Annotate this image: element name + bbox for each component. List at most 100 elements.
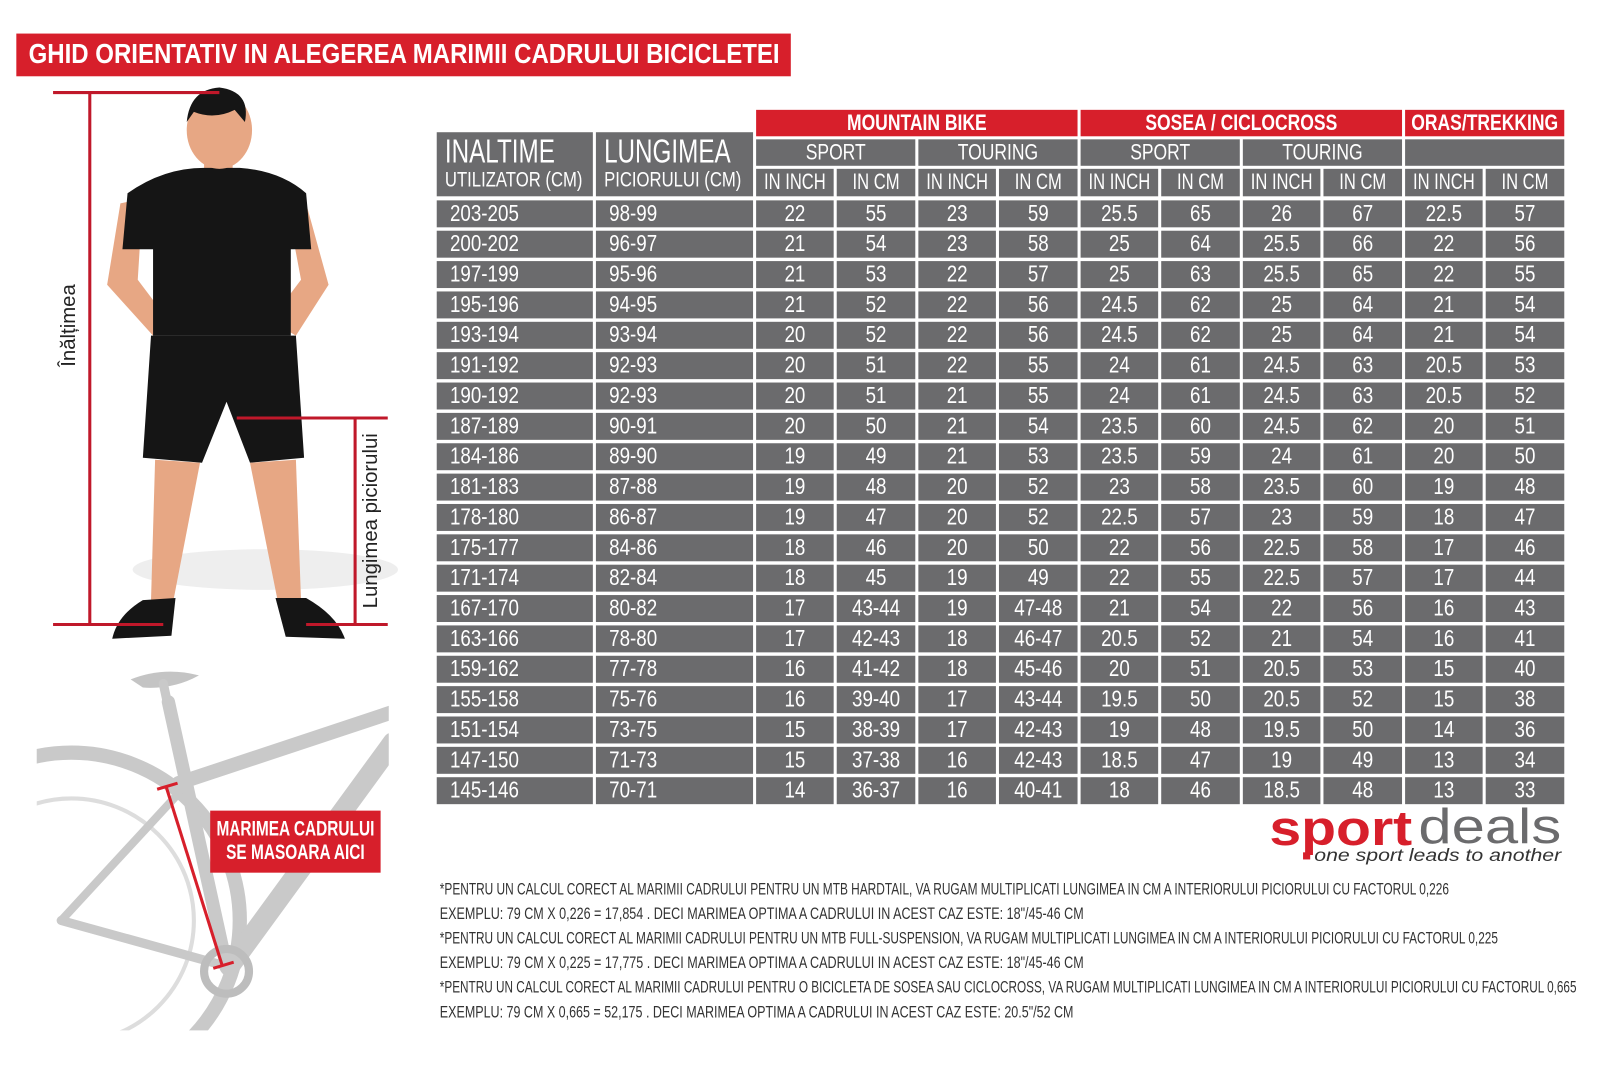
cell-text: 62: [1190, 292, 1211, 317]
cell-text: 19.5: [1263, 717, 1300, 742]
table-cell: [756, 686, 834, 714]
subgroup-header: [756, 139, 916, 166]
cell-text: 21: [947, 444, 968, 469]
table-cell: [998, 777, 1078, 805]
cell-text: 73-75: [609, 717, 657, 742]
table-cell: [1080, 321, 1159, 349]
table-cell: [1323, 321, 1403, 349]
table-cell: [1405, 655, 1483, 683]
cell-text: 62: [1190, 322, 1211, 347]
table-cell: [1242, 655, 1321, 683]
table-cell: [1242, 503, 1321, 531]
cell-text: 175-177: [450, 535, 519, 560]
row-header: [595, 132, 754, 197]
note: EXEMPLU: 79 CM X 0,226 = 17,854 . DECI M…: [440, 905, 1084, 923]
table-cell: [1080, 261, 1159, 289]
cell-text: 23.5: [1101, 444, 1138, 469]
cell-text: 20.5: [1263, 656, 1300, 681]
cell-text: 82-84: [609, 565, 657, 590]
table-cell: [1242, 412, 1321, 440]
cell-text: 20: [947, 474, 968, 499]
table-cell: [1080, 686, 1159, 714]
cell-text: 145-146: [450, 778, 519, 803]
unit-header: [1242, 168, 1321, 197]
cell-text: 17: [784, 626, 805, 651]
cell-text: 84-86: [609, 535, 657, 560]
cell-text: 16: [1433, 626, 1454, 651]
cell-text: 24.5: [1263, 383, 1300, 408]
cell-text: 23: [947, 201, 968, 226]
table-cell: [436, 321, 593, 349]
cell-text: 98-99: [609, 201, 657, 226]
table-cell: [1080, 534, 1159, 562]
table-cell: [998, 261, 1078, 289]
table-cell: [1161, 746, 1240, 774]
cell-text: 20.5: [1426, 353, 1463, 378]
logo-mark: [1303, 852, 1311, 860]
subgroup-header: [1080, 139, 1240, 166]
cell-text: 55: [866, 201, 887, 226]
row-header-title: LUNGIMEA: [604, 134, 731, 171]
table-cell: [1485, 230, 1565, 258]
unit-label: IN INCH: [764, 170, 826, 195]
table-cell: [998, 625, 1078, 653]
cell-text: 46: [866, 535, 887, 560]
table-cell: [1485, 291, 1565, 319]
table-cell: [1485, 564, 1565, 592]
cell-text: 155-158: [450, 687, 519, 712]
table-cell: [1405, 777, 1483, 805]
table-cell: [998, 200, 1078, 228]
table-cell: [1485, 200, 1565, 228]
cell-text: 56: [1515, 231, 1536, 256]
cell-text: 19: [784, 444, 805, 469]
cell-text: 21: [1109, 596, 1130, 621]
table-cell: [756, 534, 834, 562]
unit-header: [756, 168, 834, 197]
table-cell: [1080, 382, 1159, 410]
table-cell: [1080, 716, 1159, 744]
table-cell: [1242, 777, 1321, 805]
unit-header: [1161, 168, 1240, 197]
table-cell: [436, 352, 593, 380]
table-cell: [595, 716, 754, 744]
table-cell: [1161, 412, 1240, 440]
cell-text: 59: [1190, 444, 1211, 469]
table-cell: [1485, 443, 1565, 471]
cell-text: 22: [784, 201, 805, 226]
cell-text: 18.5: [1263, 778, 1300, 803]
height-label: Înălțimea: [57, 284, 80, 368]
cell-text: 50: [1515, 444, 1536, 469]
cell-text: 62: [1352, 413, 1373, 438]
table-cell: [1405, 746, 1483, 774]
cell-text: 23.5: [1101, 413, 1138, 438]
table-cell: [1485, 412, 1565, 440]
cell-text: 15: [784, 747, 805, 772]
cell-text: 25: [1109, 231, 1130, 256]
table-cell: [1405, 291, 1483, 319]
cell-text: 47-48: [1014, 596, 1062, 621]
cell-text: 55: [1190, 565, 1211, 590]
cell-text: 47: [1515, 505, 1536, 530]
table-cell: [998, 352, 1078, 380]
cell-text: 63: [1352, 353, 1373, 378]
cell-text: 49: [1352, 747, 1373, 772]
table-cell: [1242, 746, 1321, 774]
cell-text: 38: [1515, 687, 1536, 712]
cell-text: 95-96: [609, 262, 657, 287]
cell-text: 89-90: [609, 444, 657, 469]
table-cell: [1405, 382, 1483, 410]
cell-text: 21: [947, 383, 968, 408]
unit-header: [1485, 168, 1565, 197]
cell-text: 190-192: [450, 383, 519, 408]
cell-text: 49: [1028, 565, 1049, 590]
table-cell: [1323, 534, 1403, 562]
row-header-title: INALTIME: [445, 134, 555, 171]
table-cell: [918, 412, 996, 440]
table-cell: [595, 291, 754, 319]
table-cell: [1080, 352, 1159, 380]
table-cell: [756, 321, 834, 349]
cell-text: 15: [784, 717, 805, 742]
cell-text: 58: [1190, 474, 1211, 499]
cell-text: 40: [1515, 656, 1536, 681]
table-cell: [1485, 716, 1565, 744]
